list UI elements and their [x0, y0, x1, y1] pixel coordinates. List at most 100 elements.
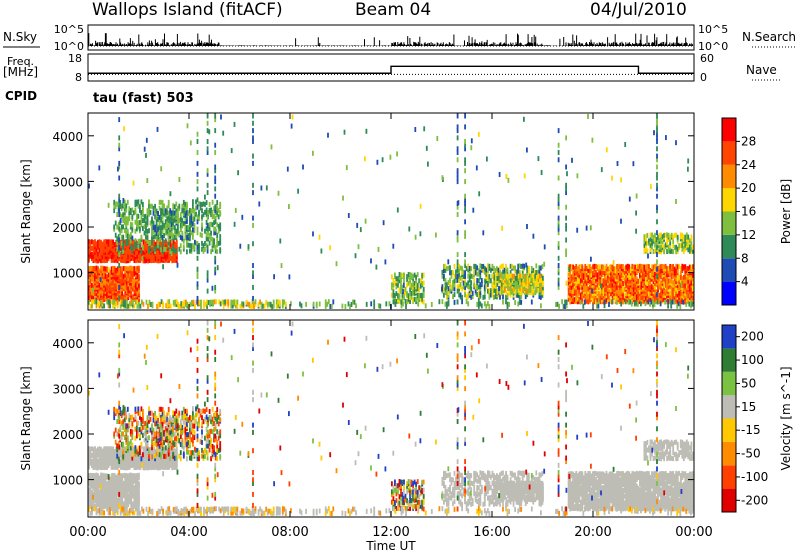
- power-cell: [288, 204, 290, 210]
- power-cell: [175, 201, 178, 207]
- power-cell: [458, 278, 460, 283]
- power-cell: [646, 268, 649, 273]
- power-cell: [189, 242, 191, 248]
- power-cell: [678, 263, 681, 269]
- power-cell: [398, 278, 401, 284]
- power-cell: [658, 239, 661, 244]
- velocity-cell: [97, 465, 99, 471]
- power-cell: [98, 252, 101, 258]
- power-cell: [206, 128, 209, 134]
- power-cell: [654, 232, 656, 238]
- power-cell: [135, 299, 137, 305]
- power-cell: [658, 244, 661, 250]
- power-cell: [196, 197, 199, 203]
- power-cell: [512, 265, 515, 271]
- power-cell: [163, 258, 166, 263]
- power-cell: [107, 272, 110, 278]
- power-cell: [477, 271, 480, 277]
- power-cell: [684, 238, 687, 244]
- power-cell: [584, 291, 587, 297]
- power-cell: [660, 272, 662, 278]
- power-cell: [685, 232, 688, 238]
- power-cell: [472, 207, 475, 213]
- power-cell: [526, 147, 528, 153]
- power-cell: [592, 264, 594, 270]
- power-cell: [498, 172, 501, 177]
- power-cell: [478, 191, 481, 197]
- power-cell: [590, 266, 593, 272]
- power-cell: [134, 228, 137, 234]
- power-cell: [502, 269, 504, 275]
- power-cell: [688, 301, 691, 307]
- power-cell: [131, 266, 134, 272]
- power-cell: [136, 248, 139, 254]
- velocity-cell: [175, 450, 178, 456]
- power-cell: [122, 273, 125, 279]
- power-cell: [482, 294, 485, 300]
- power-cell: [376, 159, 379, 165]
- power-cell: [118, 175, 121, 181]
- power-cell: [162, 301, 164, 307]
- power-cell: [98, 165, 101, 171]
- power-cell: [125, 207, 128, 213]
- power-cell: [192, 221, 194, 227]
- power-cell: [678, 243, 681, 249]
- power-cell: [599, 276, 602, 282]
- power-cell: [539, 290, 541, 296]
- power-cell: [651, 270, 653, 275]
- power-cell: [163, 223, 165, 229]
- power-cell: [166, 304, 169, 309]
- power-cell: [409, 294, 411, 300]
- power-cell: [657, 266, 659, 271]
- power-cell: [624, 299, 627, 305]
- power-cell: [199, 201, 202, 207]
- power-cell: [94, 296, 96, 302]
- power-cell: [517, 268, 520, 273]
- power-cell: [690, 246, 693, 252]
- velocity-cell: [165, 460, 168, 466]
- power-cell: [151, 227, 153, 233]
- power-cell: [673, 270, 676, 276]
- power-cell: [182, 211, 185, 216]
- power-cell: [190, 218, 193, 224]
- power-cell: [136, 265, 139, 271]
- power-cell: [456, 175, 459, 181]
- power-cell: [639, 272, 641, 278]
- power-cell: [493, 288, 496, 294]
- power-cell: [476, 265, 479, 271]
- power-cell: [189, 233, 191, 238]
- power-cell: [98, 239, 101, 245]
- power-cell: [119, 252, 122, 258]
- power-cell: [192, 234, 194, 240]
- power-cell: [661, 276, 664, 282]
- power-cell: [151, 216, 153, 222]
- power-cell: [91, 292, 93, 298]
- power-cell: [201, 226, 203, 232]
- power-cell: [587, 114, 589, 119]
- nave-label: Nave: [746, 63, 777, 77]
- power-cell: [651, 288, 653, 294]
- power-cell: [194, 239, 196, 245]
- power-cell: [97, 239, 99, 245]
- power-cell: [658, 264, 661, 270]
- power-cell: [557, 204, 560, 210]
- velocity-cell: [112, 464, 114, 470]
- power-cell: [450, 270, 453, 275]
- power-cell: [290, 123, 293, 129]
- power-cell: [576, 289, 579, 295]
- power-cell: [567, 290, 570, 296]
- power-cell: [167, 210, 170, 216]
- power-cell: [160, 299, 163, 305]
- power-cell: [669, 272, 672, 278]
- power-cell: [462, 284, 465, 290]
- power-cell: [672, 238, 675, 244]
- power-cell: [115, 296, 118, 302]
- power-cell: [131, 299, 134, 305]
- power-cell: [640, 289, 643, 295]
- power-cell: [684, 278, 687, 284]
- power-cell: [382, 220, 385, 226]
- power-cell: [204, 201, 206, 207]
- power-cell: [515, 269, 518, 275]
- power-cell: [252, 135, 254, 141]
- power-cell: [130, 265, 133, 271]
